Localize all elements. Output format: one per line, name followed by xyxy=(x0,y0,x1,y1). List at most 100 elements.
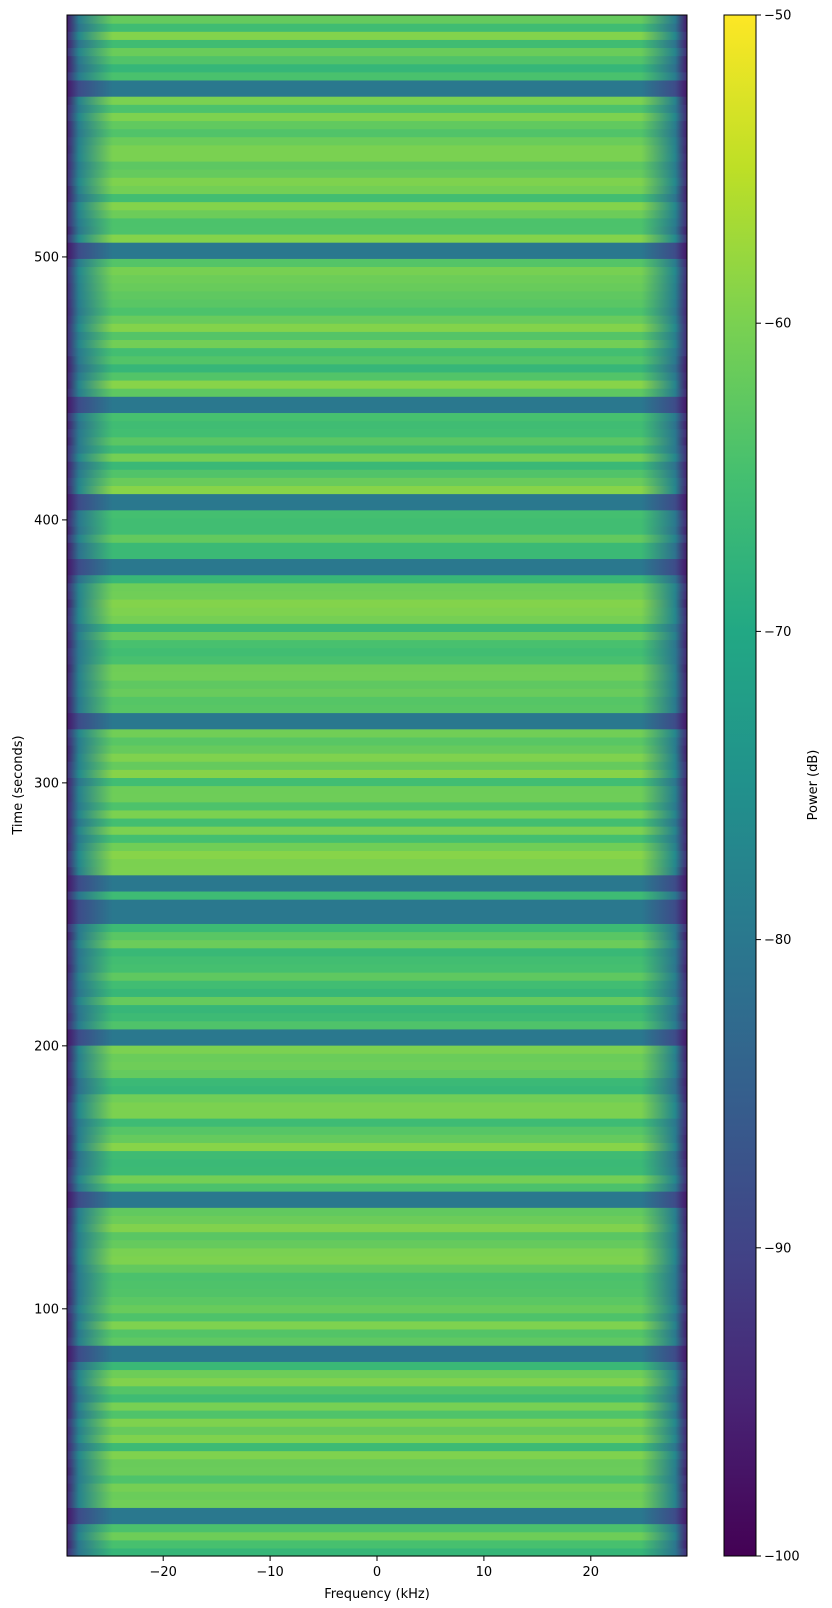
spectrogram-row xyxy=(67,996,687,1006)
spectrogram-row xyxy=(67,396,687,405)
spectrogram-row xyxy=(67,842,687,851)
spectrogram-row xyxy=(67,298,687,308)
spectrogram-row xyxy=(67,1077,687,1087)
colorbar-tick-label: −80 xyxy=(764,933,791,948)
spectrogram-row xyxy=(67,866,687,876)
spectrogram-row xyxy=(67,1272,687,1281)
spectrogram-row xyxy=(67,355,687,365)
spectrogram-row xyxy=(67,193,687,203)
colorbar-tick-label: −70 xyxy=(764,625,791,640)
spectrogram-row xyxy=(67,477,687,487)
spectrogram-row xyxy=(67,452,687,462)
colorbar-ticks: −100 −90 −80 −70 −60 −50 xyxy=(756,9,800,1565)
spectrogram-row xyxy=(67,980,687,989)
spectrogram-row xyxy=(67,371,687,381)
spectrogram-row xyxy=(67,680,687,689)
spectrogram-row xyxy=(67,1036,687,1046)
spectrogram-row xyxy=(67,607,687,616)
spectrogram-row xyxy=(67,1231,687,1241)
spectrogram-row xyxy=(67,1328,687,1338)
spectrogram-row xyxy=(67,809,687,819)
spectrogram-row xyxy=(67,858,687,868)
x-tick-label: −10 xyxy=(256,1565,283,1580)
spectrogram-row xyxy=(67,590,687,600)
x-tick-label: 10 xyxy=(476,1565,493,1580)
spectrogram-row xyxy=(67,655,687,665)
spectrogram-row xyxy=(67,1182,687,1192)
spectrogram-row xyxy=(67,736,687,746)
spectrogram-row xyxy=(67,1085,687,1095)
spectrogram-row xyxy=(67,1199,687,1208)
spectrogram-row xyxy=(67,1069,687,1079)
spectrogram-heatmap xyxy=(67,15,687,1557)
spectrogram-row xyxy=(67,258,687,268)
spectrogram-row xyxy=(67,558,687,568)
spectrogram-row xyxy=(67,1158,687,1168)
spectrogram-row xyxy=(67,71,687,81)
spectrogram-row xyxy=(67,379,687,389)
spectrogram-row xyxy=(67,1093,687,1103)
spectrogram-row xyxy=(67,1061,687,1070)
spectrogram-row xyxy=(67,874,687,884)
spectrogram-row xyxy=(67,1012,687,1022)
spectrogram-row xyxy=(67,1150,687,1160)
spectrogram-row xyxy=(67,23,687,32)
spectrogram-row xyxy=(67,785,687,795)
colorbar-tick-label: −90 xyxy=(764,1241,791,1256)
spectrogram-row xyxy=(67,1385,687,1395)
spectrogram-row xyxy=(67,947,687,957)
spectrogram-row xyxy=(67,1434,687,1444)
spectrogram-row xyxy=(67,1410,687,1419)
y-axis-ticks: 100 200 300 400 500 xyxy=(34,250,67,1317)
y-tick-label: 100 xyxy=(34,1302,59,1317)
x-tick-label: −20 xyxy=(149,1565,176,1580)
x-tick-label: 20 xyxy=(583,1565,600,1580)
spectrogram-row xyxy=(67,769,687,778)
spectrogram-row xyxy=(67,1166,687,1176)
spectrogram-row xyxy=(67,1004,687,1014)
spectrogram-row xyxy=(67,1353,687,1362)
spectrogram-row xyxy=(67,1174,687,1184)
spectrogram-row xyxy=(67,1458,687,1468)
spectrogram-row xyxy=(67,1426,687,1435)
spectrogram-row xyxy=(67,1539,687,1549)
spectrogram-row xyxy=(67,79,687,89)
y-tick-label: 400 xyxy=(34,513,59,528)
spectrogram-row xyxy=(67,1393,687,1403)
spectrogram-row xyxy=(67,266,687,276)
spectrogram-row xyxy=(67,939,687,949)
spectrogram-row xyxy=(67,550,687,559)
spectrogram-row xyxy=(67,777,687,787)
spectrogram-row xyxy=(67,1474,687,1484)
spectrogram-row xyxy=(67,274,687,284)
spectrogram-row xyxy=(67,404,687,414)
spectrogram-row xyxy=(67,972,687,981)
spectrogram-row xyxy=(67,834,687,843)
spectrogram-row xyxy=(67,242,687,251)
spectrogram-row xyxy=(67,1045,687,1054)
spectrogram-row xyxy=(67,882,687,892)
spectrogram-row xyxy=(67,1101,687,1111)
spectrogram-row xyxy=(67,615,687,624)
y-axis-label: Time (seconds) xyxy=(11,735,26,835)
spectrogram-row xyxy=(67,1369,687,1379)
spectrogram-row xyxy=(67,1020,687,1030)
spectrogram-row xyxy=(67,720,687,730)
spectrogram-row xyxy=(67,728,687,738)
spectrogram-row xyxy=(67,485,687,495)
spectrogram-row xyxy=(67,63,687,73)
spectrogram-row xyxy=(67,436,687,446)
spectrogram-row xyxy=(67,1134,687,1143)
spectrogram-row xyxy=(67,1247,687,1257)
spectrogram-row xyxy=(67,923,687,933)
spectrogram-row xyxy=(67,347,687,357)
spectrogram-row xyxy=(67,1312,687,1322)
spectrogram-row xyxy=(67,39,687,49)
spectrogram-row xyxy=(67,582,687,592)
spectrogram-row xyxy=(67,120,687,130)
spectrogram-row xyxy=(67,493,687,503)
spectrogram-row xyxy=(67,826,687,835)
spectrogram-row xyxy=(67,428,687,438)
spectrogram-row xyxy=(67,542,687,551)
